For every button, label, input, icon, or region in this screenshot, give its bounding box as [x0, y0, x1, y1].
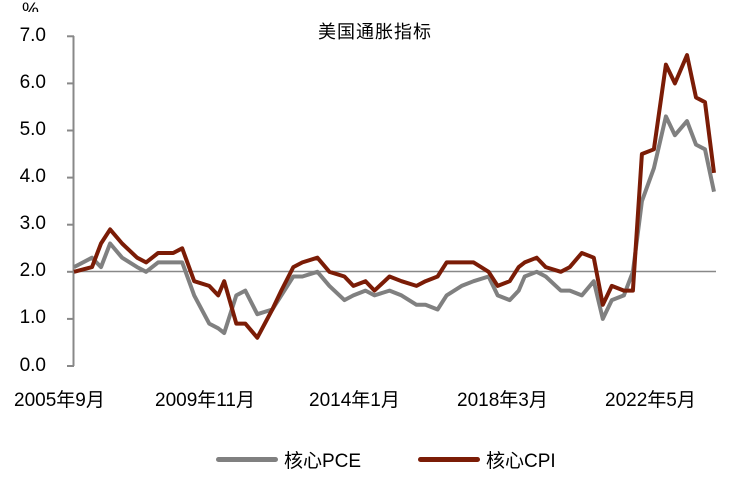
legend-item-core-pce: 核心PCE: [216, 446, 361, 473]
legend-label-pce: 核心PCE: [284, 451, 362, 472]
x-tick-label: 2014年1月: [309, 390, 400, 411]
x-tick-label: 2018年3月: [457, 390, 548, 411]
y-tick-label: 6.0: [19, 72, 46, 93]
series-core-cpi: [73, 53, 716, 340]
legend-item-core-cpi: 核心CPI: [418, 446, 556, 473]
legend-swatch-pce: [216, 457, 278, 462]
y-tick-label: 3.0: [19, 213, 46, 234]
legend-label-cpi: 核心CPI: [486, 451, 556, 472]
y-tick-label: 2.0: [19, 260, 46, 281]
chart-title: 美国通胀指标: [318, 22, 432, 43]
legend-swatch-cpi: [418, 457, 480, 462]
y-tick-label: 4.0: [19, 166, 46, 187]
y-tick-label: 0.0: [19, 355, 46, 376]
x-tick-label: 2005年9月: [14, 390, 105, 411]
y-axis-unit: %: [22, 0, 39, 12]
x-tick-label: 2009年11月: [155, 390, 255, 411]
y-tick-label: 7.0: [19, 25, 46, 46]
series-core-pce: [73, 114, 716, 335]
y-tick-label: 1.0: [19, 307, 46, 328]
y-tick-label: 5.0: [19, 119, 46, 140]
y-axis-ticks: [67, 35, 74, 367]
x-tick-label: 2022年5月: [605, 390, 696, 411]
